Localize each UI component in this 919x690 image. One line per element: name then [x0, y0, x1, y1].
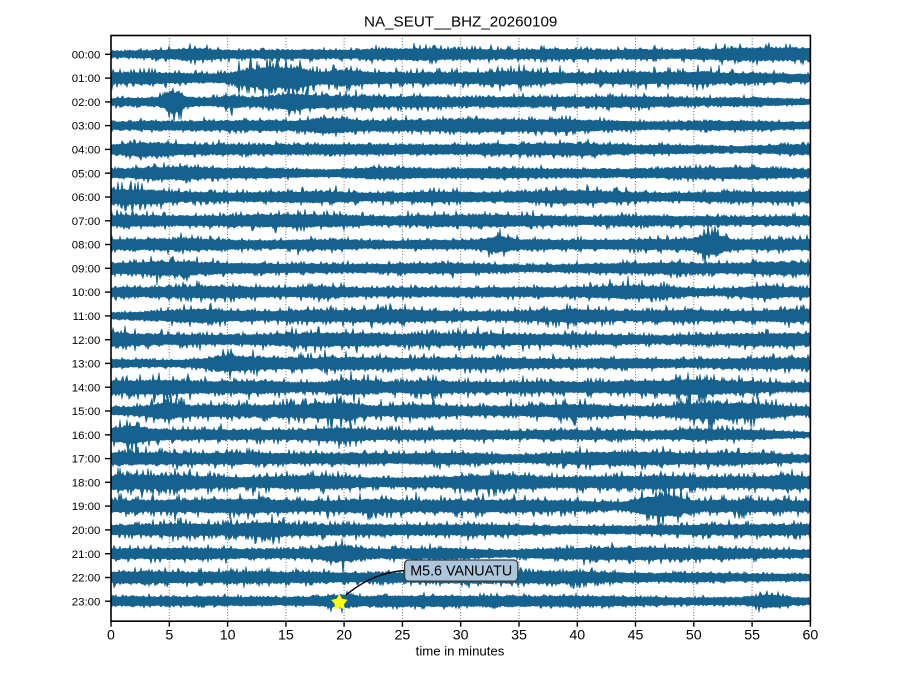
svg-text:45: 45 — [628, 628, 644, 644]
svg-text:06:00: 06:00 — [72, 192, 101, 204]
svg-text:08:00: 08:00 — [72, 240, 101, 252]
svg-text:12:00: 12:00 — [72, 335, 101, 347]
svg-text:M5.6 VANUATU: M5.6 VANUATU — [410, 563, 512, 579]
svg-text:07:00: 07:00 — [72, 216, 101, 228]
svg-text:14:00: 14:00 — [72, 382, 101, 394]
svg-text:5: 5 — [165, 628, 173, 644]
svg-text:50: 50 — [686, 628, 702, 644]
svg-text:35: 35 — [511, 628, 527, 644]
svg-text:25: 25 — [395, 628, 411, 644]
svg-text:NA_SEUT__BHZ_20260109: NA_SEUT__BHZ_20260109 — [364, 14, 557, 31]
svg-text:00:00: 00:00 — [72, 49, 101, 61]
svg-text:16:00: 16:00 — [72, 430, 101, 442]
svg-text:23:00: 23:00 — [72, 596, 101, 608]
svg-text:11:00: 11:00 — [73, 311, 101, 323]
svg-text:22:00: 22:00 — [72, 573, 101, 585]
svg-text:15: 15 — [278, 628, 294, 644]
svg-text:time in minutes: time in minutes — [416, 644, 505, 659]
svg-text:04:00: 04:00 — [72, 145, 101, 157]
svg-text:09:00: 09:00 — [72, 263, 101, 275]
svg-text:10: 10 — [220, 628, 236, 644]
svg-text:01:00: 01:00 — [72, 73, 101, 85]
svg-text:30: 30 — [453, 628, 469, 644]
svg-text:19:00: 19:00 — [72, 501, 101, 513]
svg-text:55: 55 — [744, 628, 760, 644]
svg-text:15:00: 15:00 — [72, 406, 101, 418]
svg-text:21:00: 21:00 — [72, 549, 101, 561]
svg-text:03:00: 03:00 — [72, 121, 101, 133]
svg-text:20:00: 20:00 — [72, 525, 101, 537]
svg-text:40: 40 — [569, 628, 585, 644]
svg-text:13:00: 13:00 — [72, 359, 101, 371]
svg-text:20: 20 — [336, 628, 352, 644]
svg-text:05:00: 05:00 — [72, 168, 101, 180]
svg-text:02:00: 02:00 — [72, 97, 101, 109]
svg-text:60: 60 — [803, 628, 819, 644]
svg-text:10:00: 10:00 — [72, 287, 101, 299]
svg-text:17:00: 17:00 — [72, 454, 101, 466]
svg-text:0: 0 — [107, 628, 115, 644]
svg-text:18:00: 18:00 — [72, 477, 101, 489]
